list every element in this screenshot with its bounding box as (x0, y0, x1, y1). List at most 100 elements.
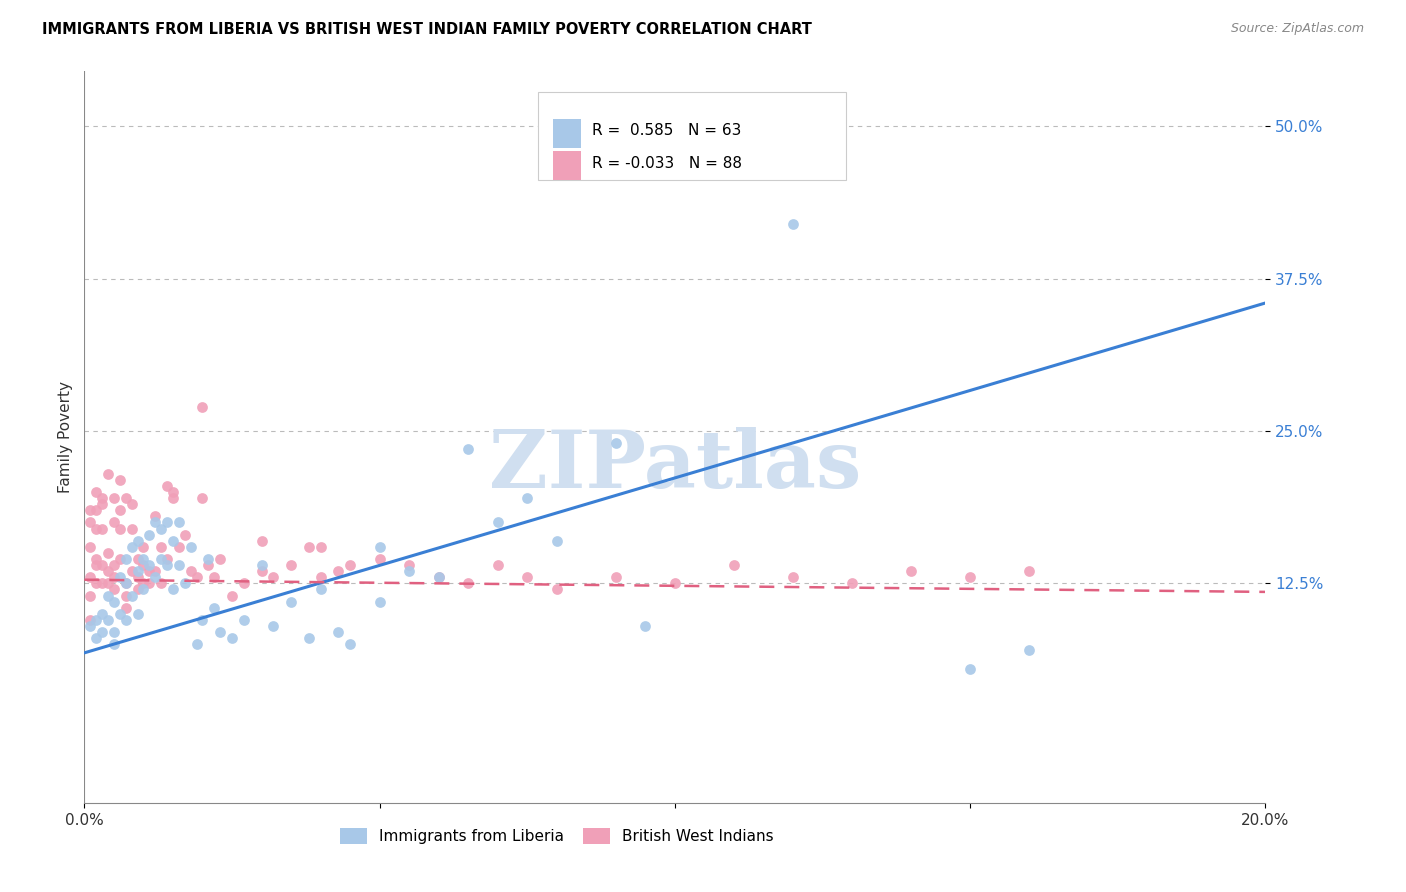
Point (191, 400, 214, 414)
Point (108, 607, 131, 621)
Point (398, 564, 420, 578)
Point (368, 540, 391, 554)
Point (108, 503, 131, 517)
Point (79, 619, 101, 633)
Point (959, 570, 981, 584)
Point (127, 582, 149, 597)
Point (309, 582, 332, 597)
Point (150, 576, 173, 591)
Text: ZIPatlas: ZIPatlas (489, 427, 860, 506)
Point (162, 491, 184, 505)
Point (959, 662, 981, 676)
Point (156, 558, 179, 573)
Point (398, 558, 420, 573)
Point (84, 632, 107, 646)
Point (546, 582, 568, 597)
Point (84, 558, 107, 573)
Point (79, 503, 101, 517)
Point (103, 595, 125, 609)
Text: R =  0.585   N = 63: R = 0.585 N = 63 (592, 123, 741, 138)
Point (427, 570, 450, 584)
Point (486, 558, 509, 573)
Point (79, 570, 101, 584)
Point (127, 533, 149, 548)
Point (114, 589, 136, 603)
Point (114, 600, 136, 615)
Point (84, 552, 107, 566)
Point (132, 552, 155, 566)
Point (173, 576, 195, 591)
Point (605, 436, 627, 450)
Point (167, 516, 190, 530)
Point (209, 552, 232, 566)
Point (138, 558, 160, 573)
Point (782, 217, 804, 231)
Point (368, 552, 391, 566)
Point (91, 576, 114, 591)
Point (180, 564, 202, 578)
Point (127, 570, 149, 584)
Point (143, 516, 166, 530)
Point (457, 576, 479, 591)
Point (143, 570, 166, 584)
Point (186, 637, 208, 651)
Point (114, 491, 136, 505)
Point (97, 613, 120, 627)
Point (156, 479, 179, 493)
Point (150, 540, 173, 554)
Point (79, 540, 101, 554)
Point (97, 589, 120, 603)
Point (167, 540, 190, 554)
Point (79, 613, 101, 627)
Point (91, 521, 114, 535)
Point (150, 521, 173, 535)
Point (132, 582, 155, 597)
Point (132, 576, 155, 591)
Point (298, 540, 321, 554)
Point (138, 564, 160, 578)
Point (150, 552, 173, 566)
Point (108, 473, 131, 487)
Point (328, 625, 350, 640)
Point (209, 625, 232, 640)
Point (723, 558, 745, 573)
Point (202, 570, 225, 584)
Point (127, 607, 149, 621)
Point (121, 497, 143, 511)
Point (221, 589, 243, 603)
Y-axis label: Family Poverty: Family Poverty (58, 381, 73, 493)
Point (84, 521, 107, 535)
Point (180, 540, 202, 554)
Point (1018, 643, 1040, 657)
Point (841, 576, 863, 591)
Point (191, 613, 214, 627)
Point (143, 509, 166, 524)
Point (103, 570, 125, 584)
Point (197, 552, 219, 566)
Point (162, 582, 184, 597)
Point (103, 516, 125, 530)
Point (221, 632, 243, 646)
Point (132, 540, 155, 554)
Point (250, 558, 273, 573)
Point (84, 576, 107, 591)
Point (156, 516, 179, 530)
Point (103, 558, 125, 573)
Point (91, 491, 114, 505)
Point (173, 527, 195, 541)
Point (97, 564, 120, 578)
Point (114, 552, 136, 566)
Point (900, 564, 922, 578)
Point (156, 552, 179, 566)
Point (328, 564, 350, 578)
Point (262, 570, 284, 584)
Point (138, 576, 160, 591)
Point (197, 558, 219, 573)
Point (91, 607, 114, 621)
Point (84, 613, 107, 627)
Point (103, 625, 125, 640)
Point (79, 516, 101, 530)
Point (79, 589, 101, 603)
Point (121, 589, 143, 603)
Point (309, 570, 332, 584)
